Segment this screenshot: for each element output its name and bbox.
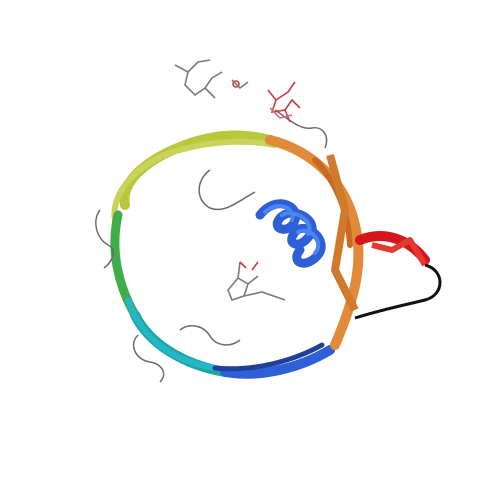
coil-top-right [274, 109, 328, 149]
strand-cyan [125, 297, 218, 371]
strand-blue-2 [212, 342, 325, 372]
ligand-atom-red [232, 80, 240, 88]
strand-teal [130, 310, 230, 377]
strand-green [110, 210, 140, 320]
strand-yellow-green-2 [111, 138, 278, 223]
coil-bottom [179, 324, 241, 346]
alpha-helix [255, 199, 326, 268]
ligand-top-left [174, 59, 223, 99]
ligand-top-right-2 [269, 107, 293, 119]
helix-ribbon [255, 199, 326, 268]
coil-black [354, 263, 442, 320]
strand-orange [265, 135, 364, 350]
ligands [174, 59, 301, 301]
helix-highlight [263, 204, 321, 255]
ligand-center-red [239, 261, 259, 271]
beta-barrel [110, 130, 442, 379]
ligand-center [227, 261, 286, 301]
strand-orange-out [326, 153, 359, 312]
coils [95, 109, 328, 383]
coil-center [198, 169, 256, 211]
ligand-top-mid [231, 79, 249, 90]
coil-left [95, 209, 114, 269]
strand-blue [220, 345, 335, 379]
coil-bottom-left [132, 334, 165, 383]
strand-red-2 [371, 237, 428, 267]
